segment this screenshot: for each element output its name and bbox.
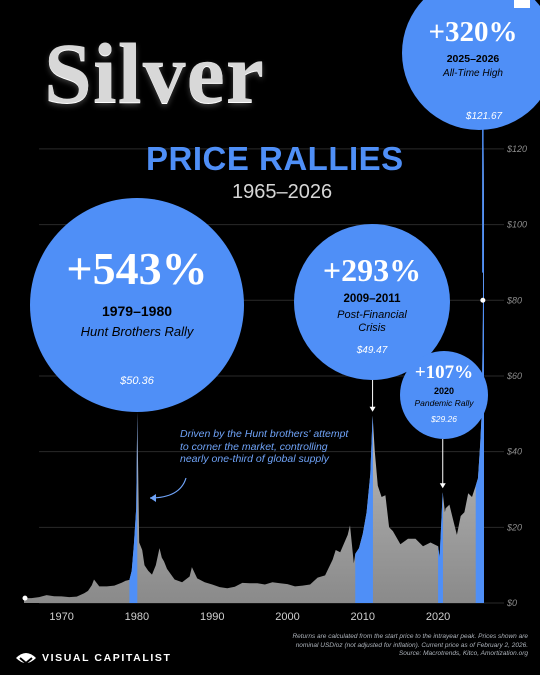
visual-capitalist-logo-icon [16, 653, 36, 665]
y-tick-label: $20 [506, 522, 522, 532]
y-tick-label: $0 [506, 598, 517, 608]
y-tick-label: $40 [506, 447, 522, 457]
start-dot [22, 595, 28, 601]
rally-pct-covid: +107% [414, 362, 474, 383]
footnote-line-1: Returns are calculated from the start pr… [292, 633, 528, 640]
rally-bubble-ath: +320% 2025–2026 All-Time High [402, 0, 540, 130]
year-range: 1965–2026 [232, 181, 333, 203]
x-tick-label: 1980 [125, 611, 149, 623]
rally-bubble-covid: +107% 2020 Pandemic Rally $29.26 [400, 351, 488, 439]
x-tick-label: 2000 [275, 611, 299, 623]
rally-pct-ath: +320% [428, 16, 518, 48]
y-tick-label: $120 [506, 144, 527, 154]
rally-peak-gfc: $49.47 [356, 345, 388, 356]
rally-bubble-hunt: +543% 1979–1980 Hunt Brothers Rally $50.… [30, 198, 244, 412]
rally-event-covid: Pandemic Rally [414, 398, 474, 408]
page-title: Silver [44, 25, 265, 121]
peak-arrow-2 [439, 483, 446, 489]
footnote: Returns are calculated from the start pr… [228, 633, 528, 659]
x-tick-label: 1970 [49, 611, 73, 623]
y-tick-label: $100 [506, 220, 527, 230]
hunt-annotation-line-2: to corner the market, controlling [180, 440, 328, 453]
hunt-annotation: Driven by the Hunt brothers' attempt to … [180, 428, 350, 466]
rally-peak-hunt: $50.36 [120, 375, 154, 387]
rally-highlight-3 [475, 142, 484, 603]
x-tick-label: 1990 [200, 611, 224, 623]
page-subtitle: PRICE RALLIES [146, 140, 404, 177]
hunt-annotation-line-1: Driven by the Hunt brothers' attempt [180, 428, 349, 440]
x-tick-label: 2010 [351, 611, 375, 623]
brand-name: VISUAL CAPITALIST [42, 652, 172, 664]
peak-dot-ath [480, 297, 486, 303]
rally-period-gfc: 2009–2011 [343, 293, 401, 305]
rally-peak-covid: $29.26 [431, 414, 457, 424]
y-tick-label: $60 [506, 371, 522, 381]
peak-arrow-1 [369, 406, 376, 412]
rally-period-hunt: 1979–1980 [101, 303, 173, 319]
rally-peak-ath: $121.67 [465, 111, 503, 122]
rally-period-ath: 2025–2026 [446, 53, 500, 65]
x-tick-label: 2020 [426, 611, 450, 623]
annotation-arrow-head [150, 494, 156, 502]
rally-highlight-2 [438, 492, 443, 603]
footnote-line-2: nominal USD/oz (not adjusted for inflati… [295, 641, 528, 649]
hunt-annotation-line-3: nearly one-third of global supply [180, 453, 329, 465]
rally-pct-gfc: +293% [322, 252, 422, 288]
rally-event-gfc-line1: Post-Financial [337, 309, 407, 321]
rally-period-covid: 2020 [433, 386, 455, 396]
rally-event-hunt: Hunt Brothers Rally [80, 324, 194, 339]
y-tick-label: $80 [506, 295, 522, 305]
rally-bubble-gfc: +293% 2009–2011 Post-Financial Crisis $4… [294, 224, 450, 380]
rally-highlight-1 [355, 415, 373, 603]
rally-event-ath: All-Time High [443, 68, 503, 79]
footnote-line-3: Source: Macrotrends, Kitco, Amortization… [398, 650, 528, 658]
rally-pct-hunt: +543% [66, 243, 208, 294]
rally-event-gfc-line2: Crisis [358, 322, 386, 334]
corner-badge [512, 0, 532, 10]
rally-highlight-0 [129, 412, 138, 603]
